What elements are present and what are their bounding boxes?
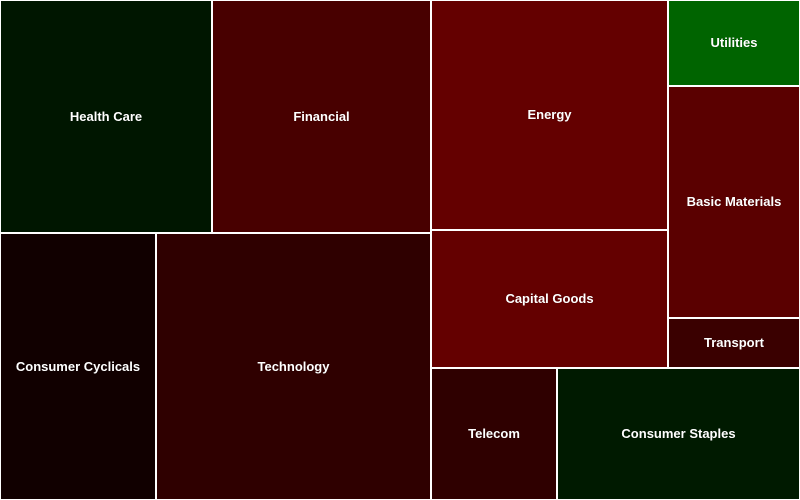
tile-basic-materials[interactable]: Basic Materials (668, 86, 800, 318)
tile-utilities[interactable]: Utilities (668, 0, 800, 86)
tile-label-telecom: Telecom (468, 426, 520, 442)
tile-technology[interactable]: Technology (156, 233, 431, 500)
tile-label-financial: Financial (293, 108, 350, 124)
tile-financial[interactable]: Financial (212, 0, 431, 233)
tile-telecom[interactable]: Telecom (431, 368, 557, 500)
tile-capital-goods[interactable]: Capital Goods (431, 230, 668, 368)
tile-label-capital-goods: Capital Goods (505, 291, 594, 307)
tile-label-transport: Transport (704, 335, 764, 351)
tile-label-consumer-cyclicals: Consumer Cyclicals (15, 358, 141, 374)
tile-transport[interactable]: Transport (668, 318, 800, 368)
tile-label-technology: Technology (257, 358, 330, 374)
tile-label-consumer-staples: Consumer Staples (621, 426, 736, 442)
tile-label-basic-materials: Basic Materials (686, 194, 782, 210)
tile-label-utilities: Utilities (710, 35, 758, 51)
tile-consumer-cyclicals[interactable]: Consumer Cyclicals (0, 233, 156, 500)
tile-energy[interactable]: Energy (431, 0, 668, 230)
tile-label-energy: Energy (527, 107, 572, 123)
tile-label-health-care: Health Care (69, 108, 143, 124)
tile-health-care[interactable]: Health Care (0, 0, 212, 233)
tile-consumer-staples[interactable]: Consumer Staples (557, 368, 800, 500)
